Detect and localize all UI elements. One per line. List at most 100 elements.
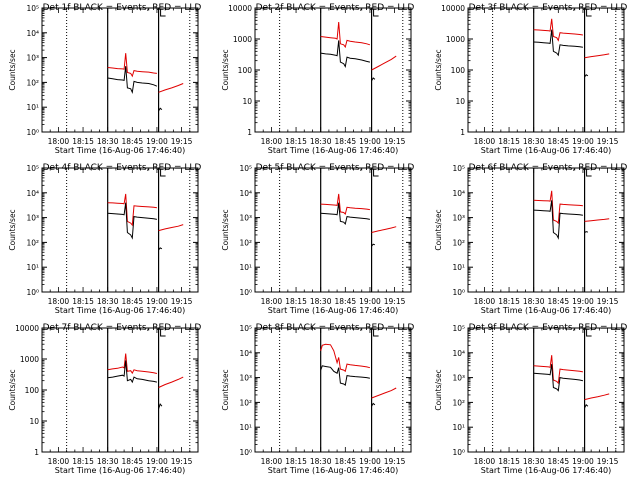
plot-frame [467, 7, 625, 133]
x-tick-label: 19:00 [359, 297, 381, 306]
x-tick-label: 19:15 [597, 137, 619, 146]
series-line-events [158, 107, 163, 112]
y-axis-label: Counts/sec [434, 209, 443, 250]
y-tick-label: 10⁰ [26, 288, 39, 297]
y-tick-label: 10⁵ [26, 4, 39, 13]
y-tick-label: 10⁵ [452, 164, 465, 173]
panel-3: Det 3f BLACK = Events, RED = LLD11010010… [434, 3, 627, 155]
y-tick-label: 10³ [452, 214, 465, 223]
y-tick-label: 1000 [446, 35, 465, 44]
x-tick-label: 18:30 [310, 137, 332, 146]
x-tick-label: 19:15 [384, 297, 406, 306]
x-tick-label: 18:15 [285, 457, 307, 466]
series-line-events [533, 29, 583, 57]
x-tick-label: 18:15 [285, 137, 307, 146]
y-tick-label: 10³ [239, 214, 252, 223]
marker-bracket [373, 9, 379, 17]
x-tick-label: 18:45 [122, 457, 144, 466]
x-axis-label: Start Time (16-Aug-06 17:46:40) [481, 466, 612, 475]
series-line-events [371, 243, 376, 247]
series-line-events [107, 202, 158, 240]
x-tick-label: 19:15 [597, 457, 619, 466]
y-tick-label: 10000 [228, 4, 252, 13]
marker-bracket [373, 169, 379, 177]
x-tick-label: 18:00 [261, 297, 283, 306]
x-axis-label: Start Time (16-Aug-06 17:46:40) [268, 306, 399, 315]
y-tick-label: 10000 [15, 324, 39, 333]
y-axis-label: Counts/sec [434, 49, 443, 90]
y-axis-label: Counts/sec [221, 209, 230, 250]
x-axis-label: Start Time (16-Aug-06 17:46:40) [481, 306, 612, 315]
series-line-events [320, 202, 371, 226]
plot-frame [254, 327, 412, 453]
y-axis-label: Counts/sec [434, 369, 443, 410]
y-tick-label: 1 [34, 448, 39, 457]
x-tick-label: 18:00 [261, 457, 283, 466]
x-tick-label: 19:00 [572, 457, 594, 466]
series-line-events [584, 231, 589, 233]
y-axis-label: Counts/sec [221, 49, 230, 90]
y-tick-label: 10⁴ [452, 349, 465, 358]
y-tick-label: 10³ [239, 374, 252, 383]
panel-2: Det 2f BLACK = Events, RED = LLD11010010… [221, 3, 414, 155]
panel-9: Det 9f BLACK = Events, RED = LLD10⁰10¹10… [434, 323, 627, 475]
series-line-lld [107, 193, 157, 227]
x-tick-label: 18:30 [523, 457, 545, 466]
series-line-events [371, 77, 376, 82]
y-tick-label: 1000 [20, 355, 39, 364]
x-tick-label: 18:15 [498, 457, 520, 466]
panel-7: Det 7f BLACK = Events, RED = LLD11010010… [8, 323, 201, 475]
x-axis-label: Start Time (16-Aug-06 17:46:40) [268, 146, 399, 155]
panel-8: Det 8f BLACK = Events, RED = LLD10⁰10¹10… [221, 323, 414, 475]
x-tick-label: 19:00 [146, 457, 168, 466]
y-tick-label: 10 [242, 97, 252, 106]
x-tick-label: 18:45 [548, 297, 570, 306]
panel-6: Det 6f BLACK = Events, RED = LLD10⁰10¹10… [434, 163, 627, 315]
x-tick-label: 18:45 [335, 137, 357, 146]
y-axis-label: Counts/sec [221, 369, 230, 410]
y-tick-label: 10⁴ [26, 189, 39, 198]
x-tick-label: 18:45 [122, 297, 144, 306]
y-tick-label: 10 [455, 97, 465, 106]
series-line-events [320, 365, 370, 386]
x-tick-label: 19:00 [146, 137, 168, 146]
panel-1: Det 1f BLACK = Events, RED = LLD10⁰10¹10… [8, 3, 201, 155]
y-tick-label: 10¹ [239, 263, 252, 272]
x-tick-label: 19:00 [572, 137, 594, 146]
y-tick-label: 10¹ [239, 423, 252, 432]
plot-frame [41, 167, 199, 293]
plot-frame [254, 167, 412, 293]
series-line-events [320, 40, 371, 68]
x-tick-label: 18:15 [498, 297, 520, 306]
series-line-lld [371, 387, 397, 399]
x-tick-label: 18:15 [498, 137, 520, 146]
x-tick-label: 19:15 [384, 457, 406, 466]
series-line-events [584, 74, 589, 78]
marker-bracket [586, 169, 592, 177]
y-tick-label: 10¹ [452, 423, 465, 432]
y-tick-label: 10² [26, 238, 39, 247]
x-tick-label: 19:15 [171, 297, 193, 306]
series-line-lld [533, 190, 583, 225]
x-tick-label: 19:00 [572, 297, 594, 306]
x-tick-label: 18:45 [548, 137, 570, 146]
x-tick-label: 19:00 [359, 137, 381, 146]
x-tick-label: 18:15 [72, 457, 94, 466]
series-line-events [533, 364, 584, 392]
y-axis-label: Counts/sec [8, 49, 17, 90]
x-tick-label: 18:00 [474, 297, 496, 306]
x-tick-label: 19:00 [359, 457, 381, 466]
y-tick-label: 10¹ [26, 263, 39, 272]
y-tick-label: 10¹ [26, 103, 39, 112]
series-line-events [584, 404, 589, 409]
y-tick-label: 10¹ [452, 263, 465, 272]
y-tick-label: 10⁰ [452, 448, 465, 457]
y-tick-label: 10⁵ [26, 164, 39, 173]
panel-4: Det 4f BLACK = Events, RED = LLD10⁰10¹10… [8, 163, 201, 315]
series-line-lld [320, 343, 371, 373]
plot-frame [467, 327, 625, 453]
plot-frame [254, 7, 412, 133]
y-tick-label: 1 [247, 128, 252, 137]
x-tick-label: 18:00 [48, 137, 70, 146]
